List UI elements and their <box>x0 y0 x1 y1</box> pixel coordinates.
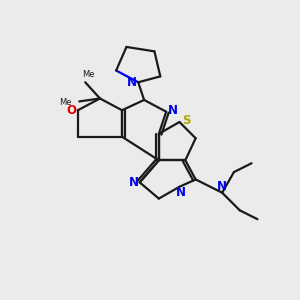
Text: O: O <box>66 104 76 117</box>
Text: Me: Me <box>82 70 94 79</box>
Text: N: N <box>176 186 186 199</box>
Text: N: N <box>127 76 137 89</box>
Text: N: N <box>217 180 227 193</box>
Text: Me: Me <box>59 98 72 106</box>
Text: N: N <box>168 104 178 117</box>
Text: N: N <box>129 176 139 189</box>
Text: S: S <box>183 114 191 127</box>
